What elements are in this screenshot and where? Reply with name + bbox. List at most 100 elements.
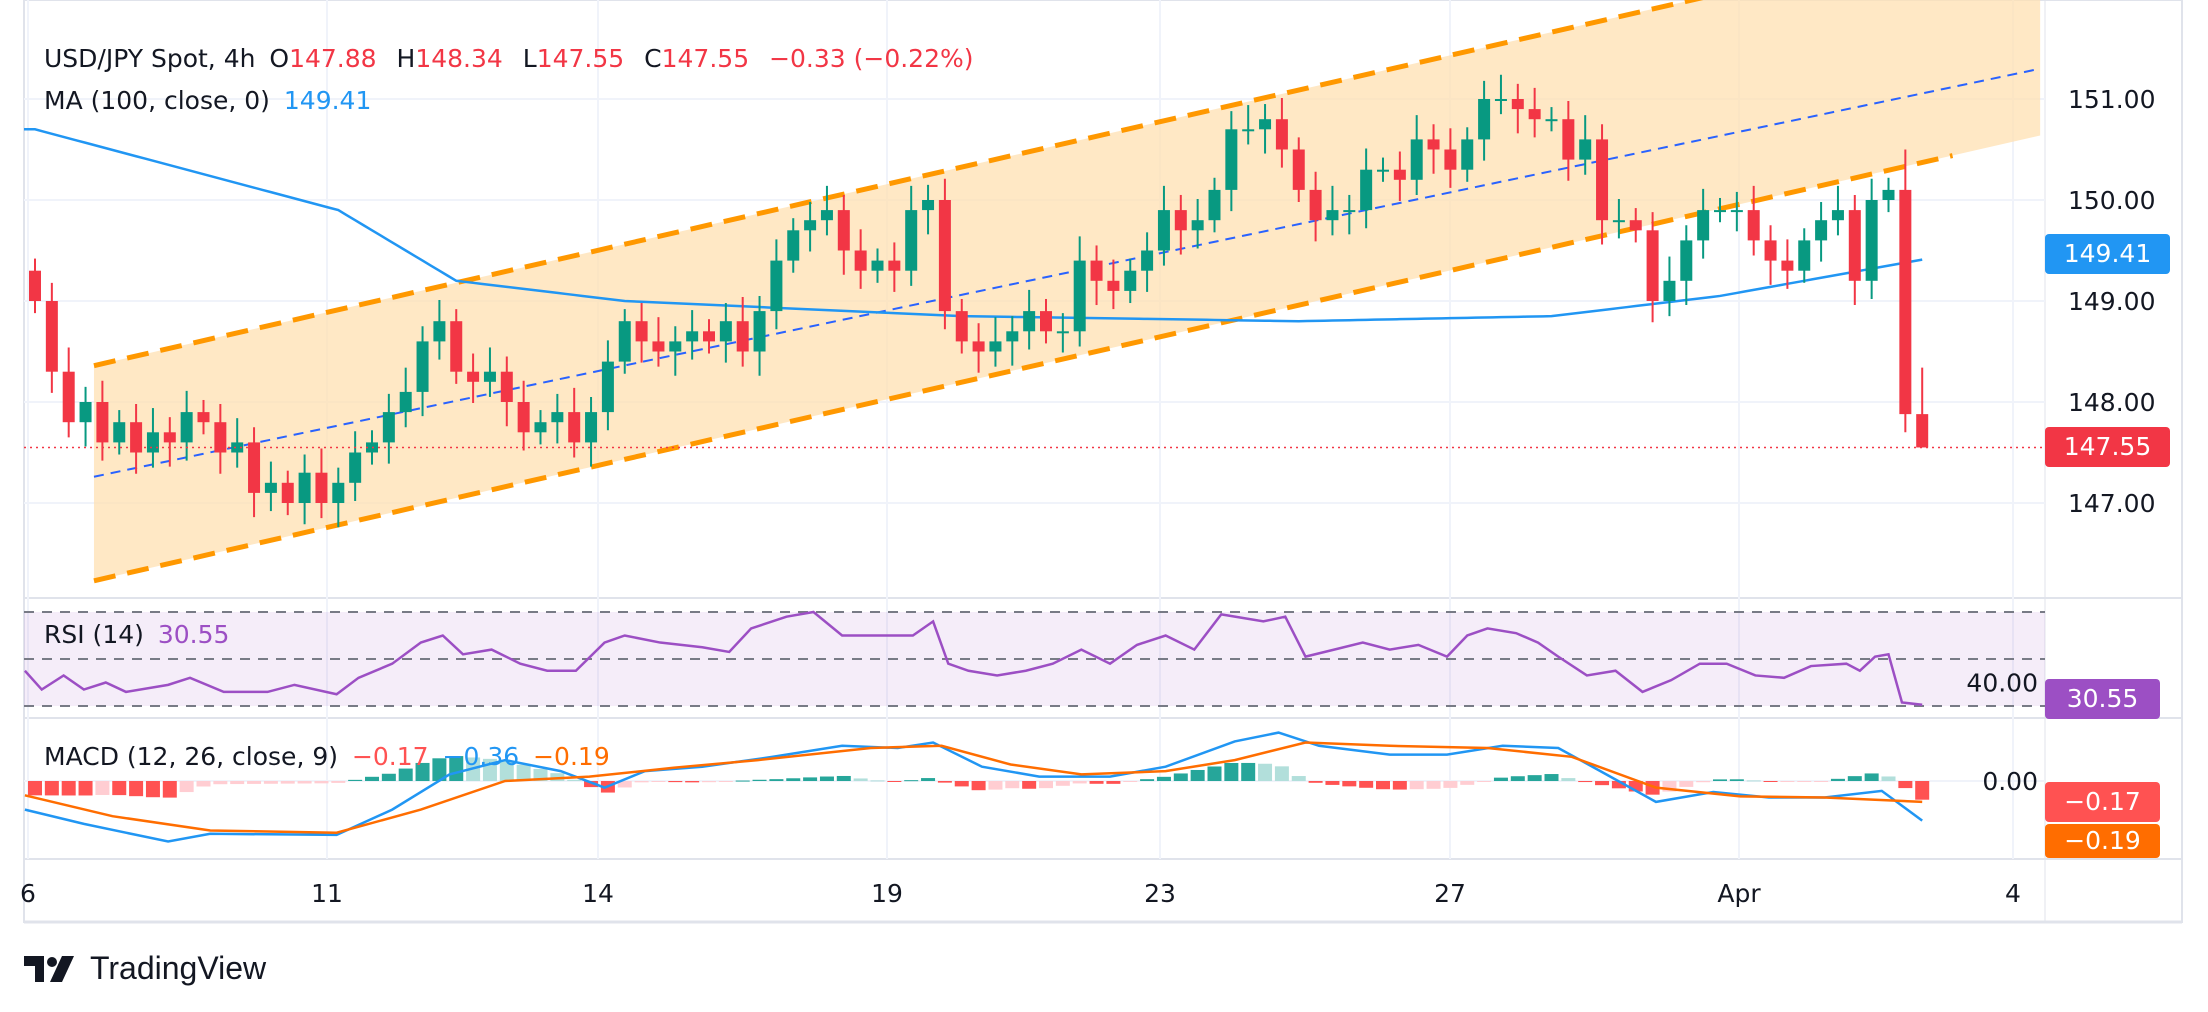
candle-body xyxy=(1444,149,1457,170)
macd-histogram-bar xyxy=(1325,781,1340,785)
macd-histogram-bar xyxy=(803,777,818,781)
candle-body xyxy=(1006,331,1019,342)
candle xyxy=(281,470,294,516)
candle xyxy=(500,356,513,427)
candle-body xyxy=(1697,210,1710,241)
macd-signal-line xyxy=(24,741,1923,834)
symbol-title: USD/JPY Spot, 4h xyxy=(44,44,256,73)
candle-body xyxy=(500,371,513,402)
candle-body xyxy=(989,341,1002,352)
macd-histogram-bar xyxy=(702,781,716,783)
candle-body xyxy=(1714,210,1726,213)
candle-body xyxy=(568,412,581,443)
candle xyxy=(551,393,564,444)
last-price-tag: 147.55 xyxy=(2045,427,2170,467)
macd-histogram-bar xyxy=(1830,778,1845,781)
candle-body xyxy=(1174,210,1187,231)
candle-body xyxy=(1798,240,1811,271)
candle-body xyxy=(922,200,935,211)
macd-histogram-bar xyxy=(247,781,262,784)
macd-histogram-bar xyxy=(1190,769,1205,781)
macd-histogram-bar xyxy=(28,781,42,796)
candle xyxy=(1747,185,1760,256)
macd-histogram-bar xyxy=(1173,773,1188,781)
macd-histogram-bar xyxy=(971,781,986,791)
candle xyxy=(1275,97,1288,168)
candle-body xyxy=(1242,129,1255,132)
candle-body xyxy=(1865,200,1878,281)
candle-body xyxy=(1107,280,1120,291)
candle-body xyxy=(113,422,126,443)
candle xyxy=(1225,111,1238,212)
candle xyxy=(618,309,631,374)
candle xyxy=(1831,185,1844,236)
candle-body xyxy=(972,341,985,352)
close-value: 147.55 xyxy=(661,44,750,73)
macd-histogram-bar xyxy=(145,781,160,798)
candle xyxy=(231,418,244,468)
candle xyxy=(1697,188,1710,259)
macd-histogram-bar xyxy=(78,781,93,796)
candle-body xyxy=(197,412,210,423)
macd-histogram-bar xyxy=(1207,766,1222,781)
candle-body xyxy=(585,412,598,443)
macd-histogram-bar xyxy=(954,781,969,787)
candle xyxy=(1528,87,1541,138)
candle-body xyxy=(1191,220,1204,231)
price-legend: USD/JPY Spot, 4h O147.88 H148.34 L147.55… xyxy=(44,44,980,73)
candle-body xyxy=(1663,280,1676,301)
macd-histogram-bar xyxy=(95,781,110,795)
macd-histogram-bar xyxy=(280,781,295,784)
candle xyxy=(399,367,412,428)
candle-body xyxy=(1427,139,1440,150)
candle-body xyxy=(787,230,800,261)
macd-histogram-bar xyxy=(1241,762,1256,781)
macd-histogram-bar xyxy=(567,779,582,781)
macd-histogram-bar xyxy=(1696,781,1711,783)
macd-signal-value: −0.19 xyxy=(533,742,610,771)
candle-body xyxy=(1141,250,1154,271)
macd-histogram-bar xyxy=(584,781,599,788)
macd-histogram-bar xyxy=(1376,781,1390,790)
candle xyxy=(1730,191,1743,232)
candle xyxy=(1646,212,1659,323)
candle-body xyxy=(1815,220,1828,241)
candle-body xyxy=(248,442,261,493)
candle xyxy=(686,310,699,360)
ma-label: MA (100, close, 0) xyxy=(44,86,270,115)
macd-histogram-bar xyxy=(61,781,76,796)
macd-histogram-bar xyxy=(1847,776,1862,781)
candle-body xyxy=(1275,119,1288,150)
candle xyxy=(29,258,41,314)
candle xyxy=(669,326,682,376)
macd-histogram-bar xyxy=(651,781,666,782)
tradingview-logo[interactable]: TradingView xyxy=(24,950,266,987)
candle xyxy=(1663,256,1676,317)
macd-histogram-bar xyxy=(398,768,413,781)
candle xyxy=(1444,128,1457,188)
macd-histogram-bar xyxy=(921,778,936,781)
time-tick-label: Apr xyxy=(1717,879,1761,908)
macd-histogram-bar xyxy=(1022,781,1037,789)
candle xyxy=(1848,194,1861,306)
candle-body xyxy=(551,412,564,423)
candle xyxy=(450,309,463,384)
channel-fill xyxy=(93,0,2041,581)
candle xyxy=(1292,137,1305,203)
candle-body xyxy=(45,301,58,372)
candle xyxy=(989,317,1002,367)
candle xyxy=(1461,127,1474,182)
macd-histogram-bar xyxy=(836,775,851,781)
macd-histogram-bar xyxy=(887,781,902,782)
macd-histogram-bar xyxy=(870,780,885,782)
candle-body xyxy=(820,210,833,221)
candle-body xyxy=(1781,260,1794,271)
candle xyxy=(1427,124,1440,174)
macd-histogram-bar xyxy=(1713,779,1727,781)
channel-middle-line xyxy=(93,67,2041,478)
candle xyxy=(1882,177,1895,213)
candle-body xyxy=(315,472,328,503)
candle xyxy=(568,387,581,458)
candle xyxy=(1781,239,1794,289)
